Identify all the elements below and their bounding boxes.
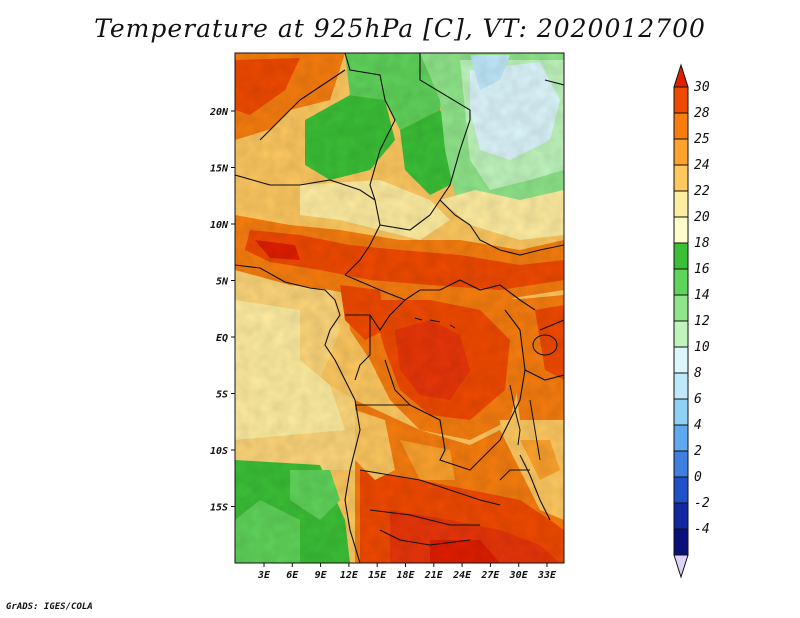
temperature-field (235, 53, 564, 563)
lon-tick-label: 24E (452, 570, 472, 581)
lat-tick-label: 10S (210, 446, 228, 457)
colorbar-swatch (673, 164, 689, 192)
lon-tick-label: 15E (368, 570, 387, 581)
colorbar-swatch (673, 502, 689, 530)
colorbar-swatch (673, 294, 689, 322)
lakes (414, 317, 558, 461)
lat-tick-label: 5S (216, 390, 228, 401)
colorbar-swatch (673, 138, 689, 166)
lon-tick-label: 27E (480, 570, 500, 581)
lon-tick-label: 9E (315, 570, 328, 581)
colorbar-label: 22 (694, 184, 710, 199)
colorbar-swatch (673, 112, 689, 140)
lon-tick-label: 6E (286, 570, 299, 581)
colorbar-label: 6 (694, 392, 702, 407)
lat-tick-label: 15S (210, 503, 228, 514)
colorbar-label: 8 (694, 366, 702, 381)
lon-tick-label: 21E (424, 570, 444, 581)
lat-tick-label: 5N (216, 277, 229, 288)
lon-tick-label: 33E (537, 570, 557, 581)
colorbar-label: -2 (694, 496, 710, 511)
lat-tick-label: 20N (209, 107, 229, 118)
colorbar-bottom-arrow (673, 554, 689, 579)
colorbar-swatch (673, 86, 689, 114)
colorbar-swatch (673, 346, 689, 374)
country-borders (235, 53, 564, 563)
lat-tick-label: 10N (210, 220, 229, 231)
colorbar-swatch (673, 268, 689, 296)
colorbar-swatch (673, 190, 689, 218)
colorbar-swatch (673, 398, 689, 426)
colorbar-label: 30 (693, 80, 710, 95)
colorbar-swatch (673, 216, 689, 244)
lon-tick-label: 30E (509, 570, 529, 581)
grads-credit: GrADS: IGES/COLA (6, 602, 93, 612)
colorbar-label: 18 (694, 236, 710, 251)
lat-tick-label: EQ (216, 333, 228, 344)
lon-tick-label: 12E (340, 570, 359, 581)
colorbar-label: 0 (694, 470, 702, 485)
colorbar-swatch (673, 450, 689, 478)
map-frame (234, 52, 565, 564)
colorbar-label: 14 (694, 288, 710, 303)
colorbar-label: 25 (694, 132, 710, 147)
colorbar-swatch (673, 424, 689, 452)
colorbar-swatch (673, 476, 689, 504)
colorbar-swatch (673, 528, 689, 556)
colorbar-label: 4 (694, 418, 702, 433)
colorbar-label: 20 (694, 210, 710, 225)
longitude-axis: 3E 6E 9E 12E 15E 18E 21E 24E 27E 30E 33E (257, 563, 557, 581)
map-title: Temperature at 925hPa [C], VT: 202001270… (94, 14, 706, 43)
colorbar-label: -4 (694, 522, 710, 537)
lat-tick-label: 15N (210, 164, 229, 175)
colorbar-label: 24 (694, 158, 710, 173)
colorbar-swatch (673, 242, 689, 270)
colorbar-label: 16 (694, 262, 710, 277)
colorbar-label: 2 (694, 444, 702, 459)
colorbar-top-arrow (673, 63, 689, 88)
latitude-axis: 20N 15N 10N 5N EQ 5S 10S 15S (209, 107, 235, 514)
lon-tick-label: 18E (396, 570, 415, 581)
colorbar-label: 10 (694, 340, 710, 355)
colorbar-label: 12 (694, 314, 710, 329)
colorbar-swatch (673, 320, 689, 348)
lon-tick-label: 3E (257, 570, 271, 581)
colorbar-swatch (673, 372, 689, 400)
colorbar-label: 28 (694, 106, 710, 121)
